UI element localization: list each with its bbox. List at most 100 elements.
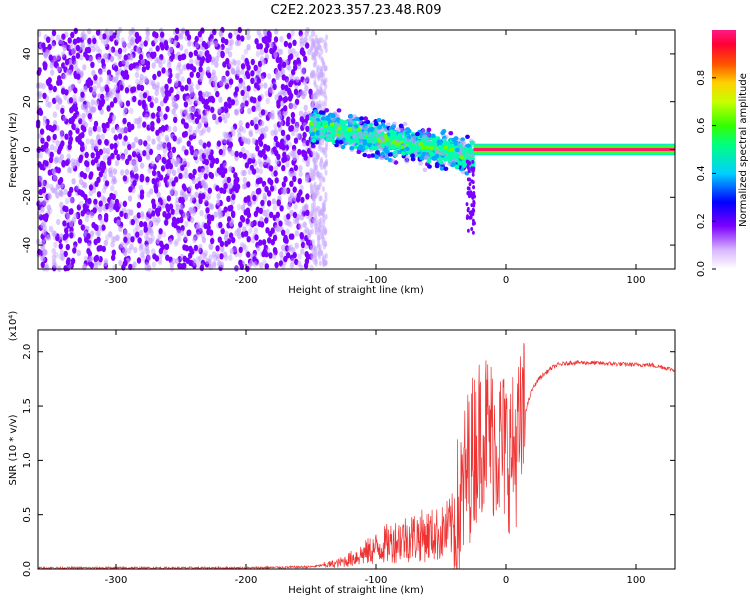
heatmap-cell xyxy=(225,70,230,77)
heatmap-cell xyxy=(250,237,256,244)
heatmap-cell xyxy=(89,171,94,178)
heatmap-cell xyxy=(68,135,74,143)
heatmap-cell xyxy=(339,119,345,124)
heatmap-cell xyxy=(312,69,316,76)
heatmap-cell xyxy=(195,83,200,90)
y-tick-label: 20 xyxy=(22,95,33,108)
x-tick-label: -100 xyxy=(365,575,388,586)
heatmap-cell xyxy=(287,95,293,102)
heatmap-cell xyxy=(226,176,232,184)
heatmap-cell xyxy=(146,261,151,269)
heatmap-cell xyxy=(415,131,420,137)
heatmap-cell xyxy=(283,96,288,103)
heatmap-cell xyxy=(69,107,74,114)
heatmap-cell xyxy=(192,262,197,270)
heatmap-cell xyxy=(390,158,396,163)
heatmap-cell xyxy=(312,191,316,198)
heatmap-cell xyxy=(222,251,228,258)
heatmap-cell xyxy=(201,181,206,188)
heatmap-cell xyxy=(141,254,146,262)
heatmap-cell xyxy=(293,164,298,171)
heatmap-cell xyxy=(269,41,274,49)
heatmap-cell xyxy=(236,203,242,211)
heatmap-cell xyxy=(320,116,326,121)
heatmap-cell xyxy=(45,118,50,126)
heatmap-cell xyxy=(111,254,116,261)
heatmap-cell xyxy=(250,70,255,77)
heatmap-cell xyxy=(58,37,63,45)
heatmap-cell xyxy=(113,97,118,104)
heatmap-cell xyxy=(208,229,214,236)
heatmap-cell xyxy=(174,72,180,80)
heatmap-cell xyxy=(315,205,319,212)
heatmap-cell xyxy=(267,32,272,40)
heatmap-cell xyxy=(183,236,188,244)
heatmap-cell xyxy=(59,129,64,136)
heatmap-cell xyxy=(188,51,193,58)
heatmap-cell xyxy=(231,130,236,137)
heatmap-cell xyxy=(303,36,308,43)
heatmap-cell xyxy=(310,38,314,45)
heatmap-cell xyxy=(164,44,169,51)
heatmap-cell xyxy=(132,95,137,103)
heatmap-cell xyxy=(64,89,69,96)
heatmap-cell xyxy=(366,154,372,159)
heatmap-cell xyxy=(311,175,315,182)
heatmap-cell xyxy=(358,140,364,145)
heatmap-cell xyxy=(185,161,191,168)
heatmap-cell xyxy=(250,58,255,66)
heatmap-cell xyxy=(81,34,86,41)
heatmap-cell xyxy=(110,235,116,243)
heatmap-cell xyxy=(175,257,180,265)
heatmap-cell xyxy=(54,156,59,163)
heatmap-cell xyxy=(197,122,202,129)
heatmap-cell xyxy=(134,71,140,79)
heatmap-cell xyxy=(278,119,284,127)
heatmap-cell xyxy=(210,106,215,114)
heatmap-cell xyxy=(212,261,217,269)
heatmap-cell xyxy=(114,159,120,167)
heatmap-cell xyxy=(471,172,475,177)
heatmap-cell xyxy=(146,53,151,60)
heatmap-cell xyxy=(273,36,279,43)
heatmap-cell xyxy=(269,185,275,192)
heatmap-cell xyxy=(314,49,318,56)
heatmap-cell xyxy=(171,180,176,187)
heatmap-cell xyxy=(304,251,309,258)
heatmap-cell xyxy=(139,73,144,81)
heatmap-cell xyxy=(130,218,135,226)
heatmap-cell xyxy=(274,177,279,184)
heatmap-cell xyxy=(174,209,179,216)
heatmap-cell xyxy=(323,240,327,247)
heatmap-cell xyxy=(266,157,271,164)
heatmap-cell xyxy=(91,69,96,77)
heatmap-cell xyxy=(142,111,147,118)
heatmap-cell xyxy=(257,66,262,73)
heatmap-cell xyxy=(395,127,401,132)
heatmap-cell xyxy=(317,90,321,97)
heatmap-cell xyxy=(269,211,274,218)
heatmap-cell xyxy=(314,252,318,258)
heatmap-cell xyxy=(243,196,248,203)
heatmap-cell xyxy=(214,118,220,125)
heatmap-cell xyxy=(42,92,47,100)
heatmap-cell xyxy=(133,166,139,173)
heatmap-cell xyxy=(169,151,174,159)
heatmap-cell xyxy=(136,212,141,219)
heatmap-cell xyxy=(123,148,129,156)
heatmap-cell xyxy=(168,46,173,54)
heatmap-cell xyxy=(205,207,210,214)
heatmap-cell xyxy=(46,234,51,241)
heatmap-cell xyxy=(164,243,169,250)
heatmap-cell xyxy=(313,212,318,219)
heatmap-cell xyxy=(179,108,185,116)
heatmap-cell xyxy=(379,135,385,140)
heatmap-cell xyxy=(208,254,213,261)
heatmap-cell xyxy=(213,211,218,218)
heatmap-cell xyxy=(295,196,301,203)
heatmap-cell xyxy=(246,44,251,51)
heatmap-cell xyxy=(304,203,309,210)
y-tick-label: 0 xyxy=(22,146,33,152)
heatmap-cell xyxy=(421,128,426,134)
heatmap-cell xyxy=(76,36,81,44)
